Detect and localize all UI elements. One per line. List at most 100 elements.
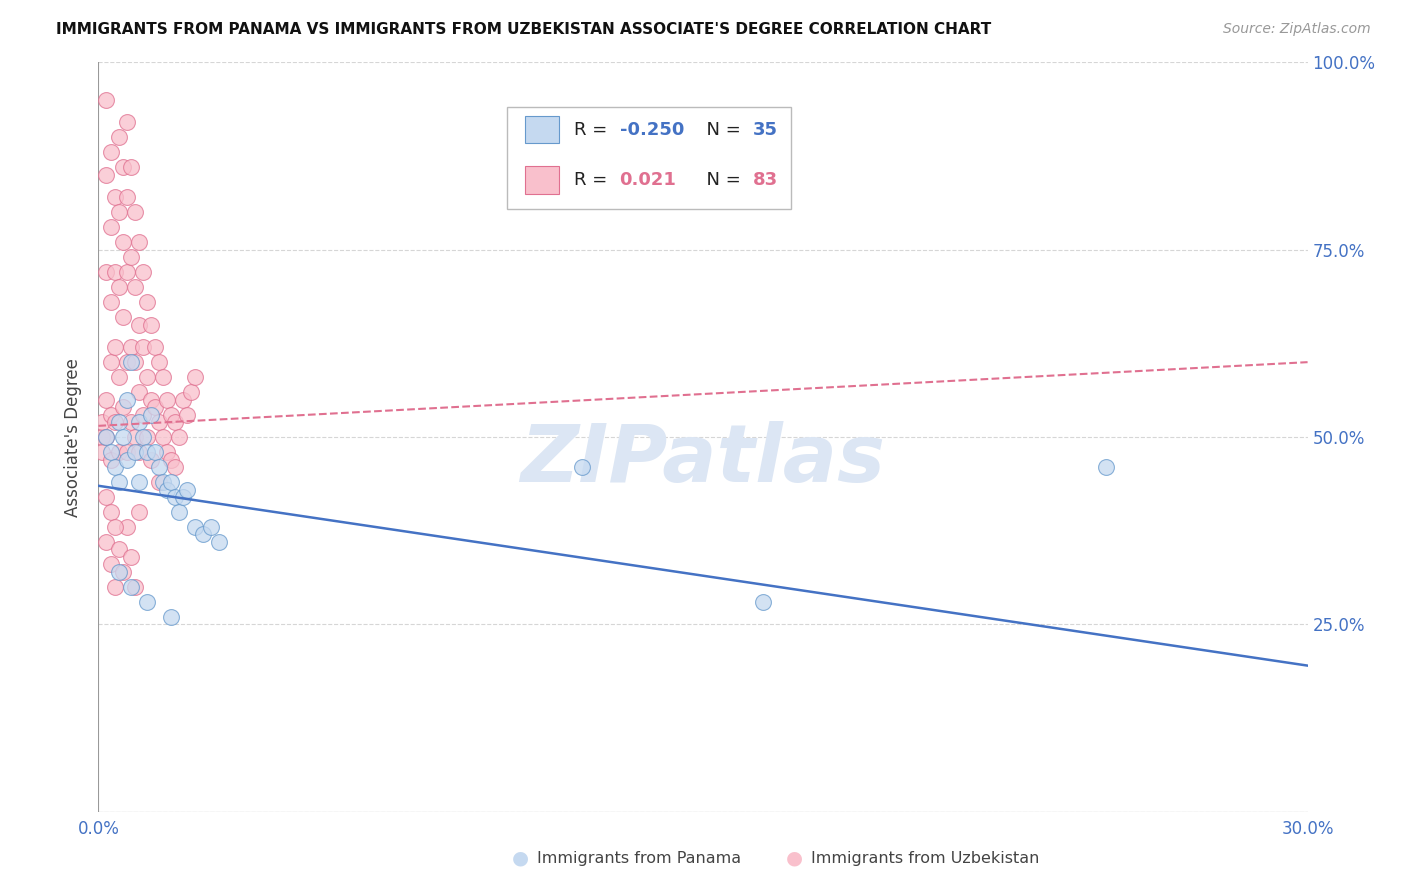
Point	[107, 415, 129, 429]
Point	[143, 340, 166, 354]
Point	[96, 535, 118, 549]
Point	[107, 280, 129, 294]
Point	[128, 475, 150, 489]
Point	[135, 430, 157, 444]
Point	[160, 408, 183, 422]
Point	[128, 445, 150, 459]
Point	[120, 340, 142, 354]
Point	[103, 520, 125, 534]
Point	[91, 445, 114, 459]
Point	[100, 295, 122, 310]
Point	[139, 408, 162, 422]
Point	[139, 452, 162, 467]
Point	[111, 400, 134, 414]
Point	[128, 235, 150, 250]
Point	[115, 355, 138, 369]
Text: R =: R =	[574, 120, 613, 139]
Point	[100, 220, 122, 235]
Text: Immigrants from Panama: Immigrants from Panama	[537, 851, 741, 865]
Point	[128, 505, 150, 519]
FancyBboxPatch shape	[508, 107, 792, 209]
Point	[128, 318, 150, 332]
Point	[100, 505, 122, 519]
Text: ●: ●	[512, 848, 529, 868]
Point	[115, 520, 138, 534]
Point	[132, 265, 155, 279]
Text: N =: N =	[695, 171, 747, 189]
Point	[115, 115, 138, 129]
Text: ●: ●	[786, 848, 803, 868]
Point	[103, 580, 125, 594]
Point	[200, 520, 222, 534]
Point	[107, 475, 129, 489]
Point	[91, 415, 114, 429]
Y-axis label: Associate's Degree: Associate's Degree	[65, 358, 83, 516]
Point	[111, 565, 134, 579]
Text: IMMIGRANTS FROM PANAMA VS IMMIGRANTS FROM UZBEKISTAN ASSOCIATE'S DEGREE CORRELAT: IMMIGRANTS FROM PANAMA VS IMMIGRANTS FRO…	[56, 22, 991, 37]
Point	[120, 161, 142, 175]
Point	[208, 535, 231, 549]
Point	[124, 205, 146, 219]
Bar	[526, 116, 560, 144]
Point	[107, 565, 129, 579]
Text: 83: 83	[752, 171, 778, 189]
Point	[120, 580, 142, 594]
Point	[752, 595, 775, 609]
Point	[160, 475, 183, 489]
Point	[96, 430, 118, 444]
Point	[135, 445, 157, 459]
Point	[107, 205, 129, 219]
Point	[143, 445, 166, 459]
Point	[115, 265, 138, 279]
Point	[163, 415, 186, 429]
Point	[184, 370, 207, 384]
Point	[96, 490, 118, 504]
Point	[172, 392, 194, 407]
Point	[148, 475, 170, 489]
Point	[103, 265, 125, 279]
Point	[172, 490, 194, 504]
Point	[103, 190, 125, 204]
Point	[132, 430, 155, 444]
Point	[160, 610, 183, 624]
Point	[193, 527, 215, 541]
Point	[120, 355, 142, 369]
Point	[96, 430, 118, 444]
Point	[115, 190, 138, 204]
Bar	[526, 166, 560, 194]
Point	[103, 415, 125, 429]
Point	[176, 408, 198, 422]
Point	[115, 392, 138, 407]
Point	[163, 490, 186, 504]
Point	[96, 168, 118, 182]
Text: N =: N =	[695, 120, 747, 139]
Point	[100, 408, 122, 422]
Point	[180, 385, 202, 400]
Point	[1095, 460, 1118, 475]
Point	[120, 415, 142, 429]
Point	[176, 483, 198, 497]
Point	[115, 452, 138, 467]
Point	[100, 145, 122, 160]
Point	[100, 452, 122, 467]
Point	[124, 430, 146, 444]
Point	[96, 392, 118, 407]
Point	[107, 542, 129, 557]
Point	[148, 415, 170, 429]
Point	[124, 355, 146, 369]
Point	[96, 93, 118, 107]
Point	[124, 580, 146, 594]
Point	[152, 370, 174, 384]
Point	[111, 310, 134, 325]
Point	[167, 505, 190, 519]
Point	[91, 430, 114, 444]
Point	[100, 445, 122, 459]
Point	[100, 558, 122, 572]
Point	[571, 460, 593, 475]
Text: ZIPatlas: ZIPatlas	[520, 420, 886, 499]
Text: -0.250: -0.250	[620, 120, 683, 139]
Point	[96, 265, 118, 279]
Point	[107, 445, 129, 459]
Point	[135, 295, 157, 310]
Point	[100, 355, 122, 369]
